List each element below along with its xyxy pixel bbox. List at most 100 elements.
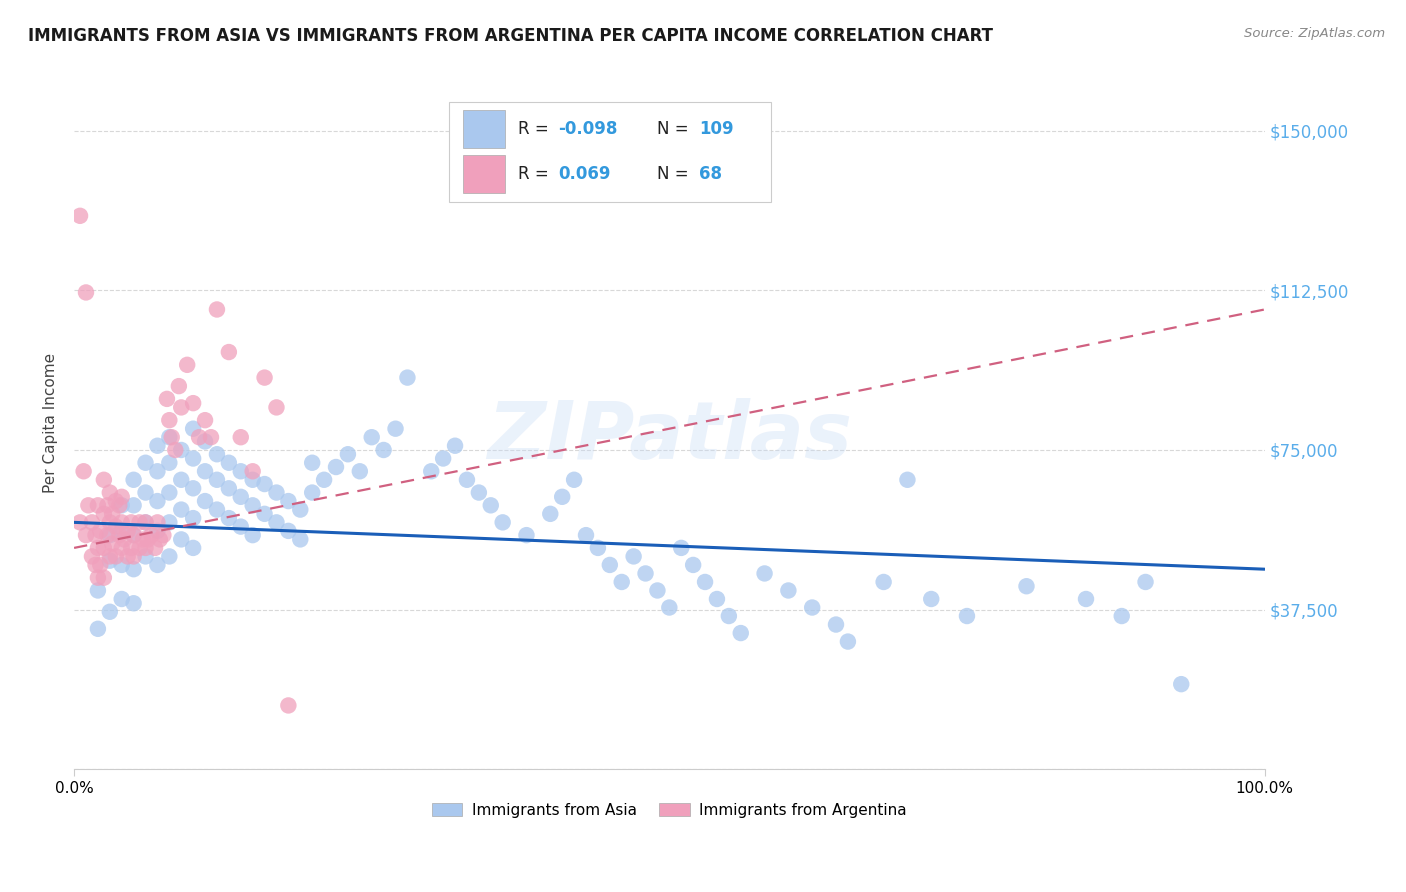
Point — [96, 499, 118, 513]
Point — [205, 502, 228, 516]
Point — [146, 558, 169, 572]
Point — [373, 442, 395, 457]
Point — [634, 566, 657, 581]
Point — [152, 528, 174, 542]
Point — [181, 541, 204, 555]
Point — [599, 558, 621, 572]
Point — [101, 536, 124, 550]
Point — [956, 609, 979, 624]
Point — [706, 592, 728, 607]
Point — [290, 502, 312, 516]
Point — [647, 583, 669, 598]
Point — [229, 490, 252, 504]
Point — [112, 533, 135, 547]
Point — [229, 430, 252, 444]
Point — [717, 609, 740, 624]
Point — [778, 583, 800, 598]
Point — [135, 516, 157, 530]
Point — [181, 451, 204, 466]
Point — [128, 541, 150, 555]
Point — [101, 507, 124, 521]
Point — [586, 541, 609, 555]
Point — [194, 413, 217, 427]
Point — [111, 541, 134, 555]
Point — [93, 571, 115, 585]
Point — [104, 519, 127, 533]
Point — [122, 473, 145, 487]
Point — [80, 549, 103, 564]
Point — [170, 473, 193, 487]
Point — [87, 541, 110, 555]
Point — [205, 447, 228, 461]
Point — [104, 494, 127, 508]
Point — [156, 392, 179, 406]
Point — [538, 507, 561, 521]
Point — [825, 617, 848, 632]
Point — [266, 516, 288, 530]
Point — [253, 507, 276, 521]
Point — [336, 447, 359, 461]
Point — [658, 600, 681, 615]
Y-axis label: Per Capita Income: Per Capita Income — [44, 353, 58, 493]
Point — [314, 473, 336, 487]
Point — [132, 533, 155, 547]
Point — [143, 541, 166, 555]
Point — [120, 541, 142, 555]
Point — [122, 562, 145, 576]
Point — [468, 485, 491, 500]
Point — [146, 524, 169, 538]
Point — [360, 430, 382, 444]
Point — [117, 524, 139, 538]
Point — [77, 499, 100, 513]
Text: N =: N = — [658, 120, 695, 138]
Point — [93, 541, 115, 555]
Point — [551, 490, 574, 504]
Point — [80, 516, 103, 530]
Point — [87, 622, 110, 636]
Point — [96, 528, 118, 542]
Point — [170, 502, 193, 516]
Point — [277, 494, 299, 508]
Point — [801, 600, 824, 615]
Point — [87, 583, 110, 598]
Point — [242, 464, 264, 478]
Legend: Immigrants from Asia, Immigrants from Argentina: Immigrants from Asia, Immigrants from Ar… — [426, 797, 912, 824]
Point — [218, 481, 240, 495]
Point — [682, 558, 704, 572]
Point — [325, 460, 347, 475]
Point — [194, 434, 217, 449]
Point — [194, 494, 217, 508]
Point — [479, 499, 502, 513]
Text: Source: ZipAtlas.com: Source: ZipAtlas.com — [1244, 27, 1385, 40]
Point — [920, 592, 942, 607]
Point — [98, 554, 121, 568]
Point — [218, 511, 240, 525]
Point — [218, 456, 240, 470]
Point — [75, 285, 97, 300]
Text: IMMIGRANTS FROM ASIA VS IMMIGRANTS FROM ARGENTINA PER CAPITA INCOME CORRELATION : IMMIGRANTS FROM ASIA VS IMMIGRANTS FROM … — [28, 27, 993, 45]
Point — [515, 528, 537, 542]
Point — [157, 413, 180, 427]
Point — [135, 485, 157, 500]
Point — [111, 516, 134, 530]
Point — [200, 430, 222, 444]
Point — [89, 524, 111, 538]
Point — [218, 345, 240, 359]
Point — [93, 507, 115, 521]
Point — [135, 456, 157, 470]
Point — [188, 430, 211, 444]
Point — [277, 698, 299, 713]
Point — [122, 596, 145, 610]
Point — [69, 516, 91, 530]
Text: 68: 68 — [699, 165, 723, 183]
Point — [242, 528, 264, 542]
Point — [135, 516, 157, 530]
Point — [730, 626, 752, 640]
Point — [181, 396, 204, 410]
Point — [671, 541, 693, 555]
Point — [384, 422, 406, 436]
Point — [872, 574, 894, 589]
Point — [111, 592, 134, 607]
Point — [146, 464, 169, 478]
Point — [72, 464, 94, 478]
